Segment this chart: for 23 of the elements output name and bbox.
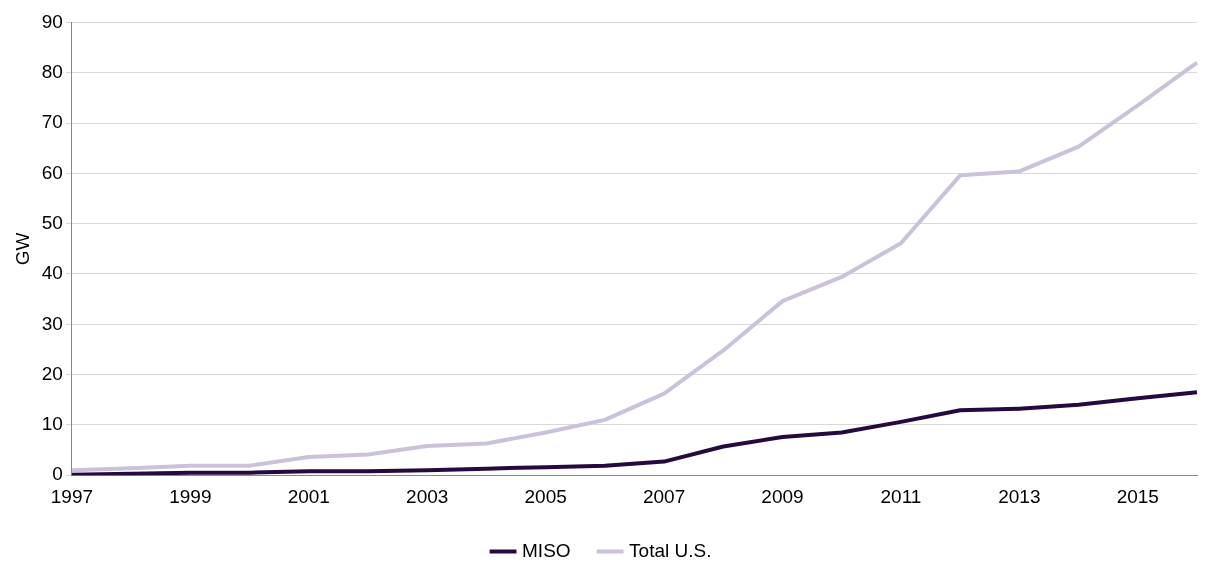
y-tick-label: 30	[41, 312, 63, 334]
x-tick-label: 2015	[1116, 485, 1159, 507]
x-tick-label: 2001	[287, 485, 330, 507]
y-tick-label: 40	[41, 262, 63, 284]
legend-label: MISO	[522, 539, 571, 561]
legend-label: Total U.S.	[629, 539, 712, 561]
x-tick-label: 2011	[880, 485, 922, 507]
y-tick-label: 60	[41, 161, 63, 183]
x-tick-label: 2013	[998, 485, 1041, 507]
y-tick-label: 10	[41, 413, 63, 435]
y-tick-label: 90	[41, 10, 63, 32]
x-tick-label: 2005	[524, 485, 567, 507]
x-tick-label: 2007	[642, 485, 686, 507]
y-tick-label: 70	[41, 111, 63, 133]
y-tick-label: 80	[41, 60, 63, 82]
y-tick-label: 0	[52, 463, 63, 485]
x-tick-label: 1999	[169, 485, 212, 507]
y-axis-title: GW	[11, 232, 33, 266]
x-tick-label: 1997	[50, 485, 94, 507]
y-tick-label: 20	[41, 362, 63, 384]
x-tick-label: 2003	[406, 485, 449, 507]
x-tick-label: 2009	[761, 485, 804, 507]
y-tick-label: 50	[41, 211, 63, 233]
